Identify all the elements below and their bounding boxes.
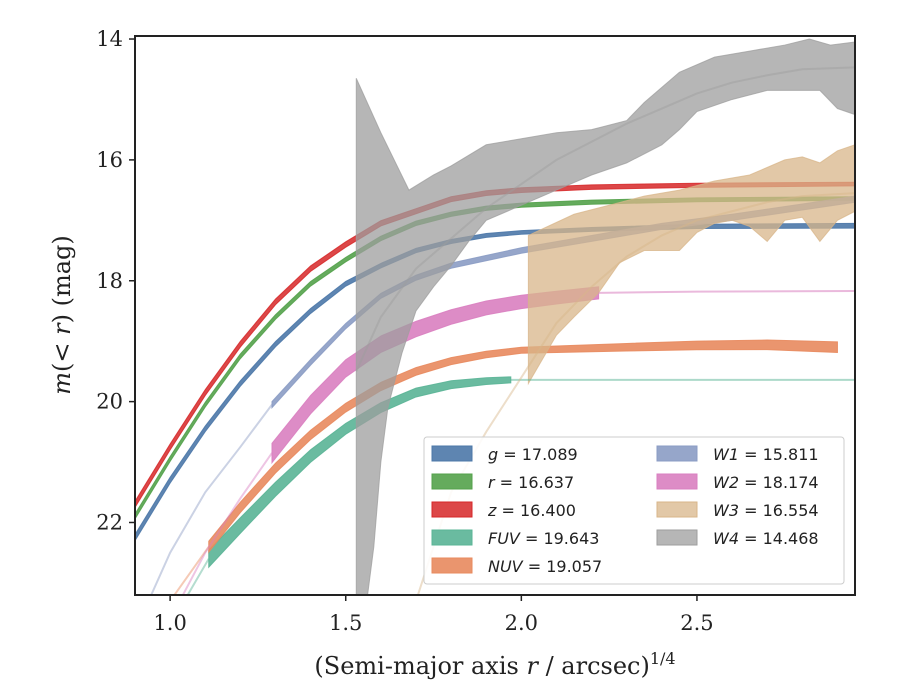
x-axis-label: (Semi-major axis r / arcsec)1/4: [314, 649, 675, 680]
legend-swatch-w2: [656, 473, 698, 490]
g-band: [135, 222, 855, 542]
nuv-curve: [173, 546, 210, 595]
fuv-curve: [186, 558, 210, 595]
legend-label-fuv: FUV = 19.643: [488, 529, 599, 548]
legend-swatch-r: [431, 473, 473, 490]
fuv-band: [208, 376, 512, 569]
x-tick-label: 1.5: [329, 611, 362, 635]
plot-frame: [134, 35, 856, 596]
legend-swatch-w3: [656, 501, 698, 518]
legend-swatch-g: [431, 445, 473, 462]
z-band: [135, 181, 855, 509]
x-tick-label: 1.0: [153, 611, 186, 635]
legend-label-w4: W4 = 14.468: [713, 529, 819, 548]
x-axis: 1.0 1.5 2.0 2.5: [153, 595, 714, 635]
y-tick-label: 16: [96, 148, 123, 172]
legend-label-w2: W2 = 18.174: [713, 473, 819, 492]
legend-swatch-w1: [656, 445, 698, 462]
legend-label-w1: W1 = 15.811: [713, 445, 819, 464]
w4-band: [355, 38, 855, 595]
legend-label-g: g = 17.089: [488, 445, 578, 464]
w3-curve: [416, 192, 855, 595]
line-layer: [150, 66, 855, 595]
legend-label-w3: W3 = 16.554: [713, 501, 819, 520]
x-tick-label: 2.0: [505, 611, 538, 635]
y-tick-label: 18: [96, 269, 123, 293]
w2-curve: [181, 452, 273, 595]
legend-swatch-fuv: [431, 529, 473, 546]
y-tick-label: 22: [96, 510, 123, 534]
w1-curve: [150, 404, 273, 595]
legend-swatch-nuv: [431, 557, 473, 574]
y-axis-label: m(< r) (mag): [48, 235, 76, 395]
y-axis: 14 16 18 20 22: [96, 27, 135, 534]
legend-label-z: z = 16.400: [487, 501, 576, 520]
y-tick-label: 20: [96, 390, 123, 414]
y-tick-label: 14: [96, 27, 123, 51]
legend-label-r: r = 16.637: [488, 473, 574, 492]
legend-swatch-w4: [656, 529, 698, 546]
legend: g = 17.089 r = 16.637 z = 16.400 FUV = 19.6…: [423, 436, 845, 585]
r-band: [135, 196, 855, 520]
legend-swatch-z: [431, 501, 473, 518]
legend-label-nuv: NUV = 19.057: [488, 557, 602, 576]
w4-curve: [355, 66, 855, 372]
legend-box: [423, 436, 845, 585]
x-tick-label: 2.5: [680, 611, 713, 635]
w2-tail: [598, 290, 855, 294]
